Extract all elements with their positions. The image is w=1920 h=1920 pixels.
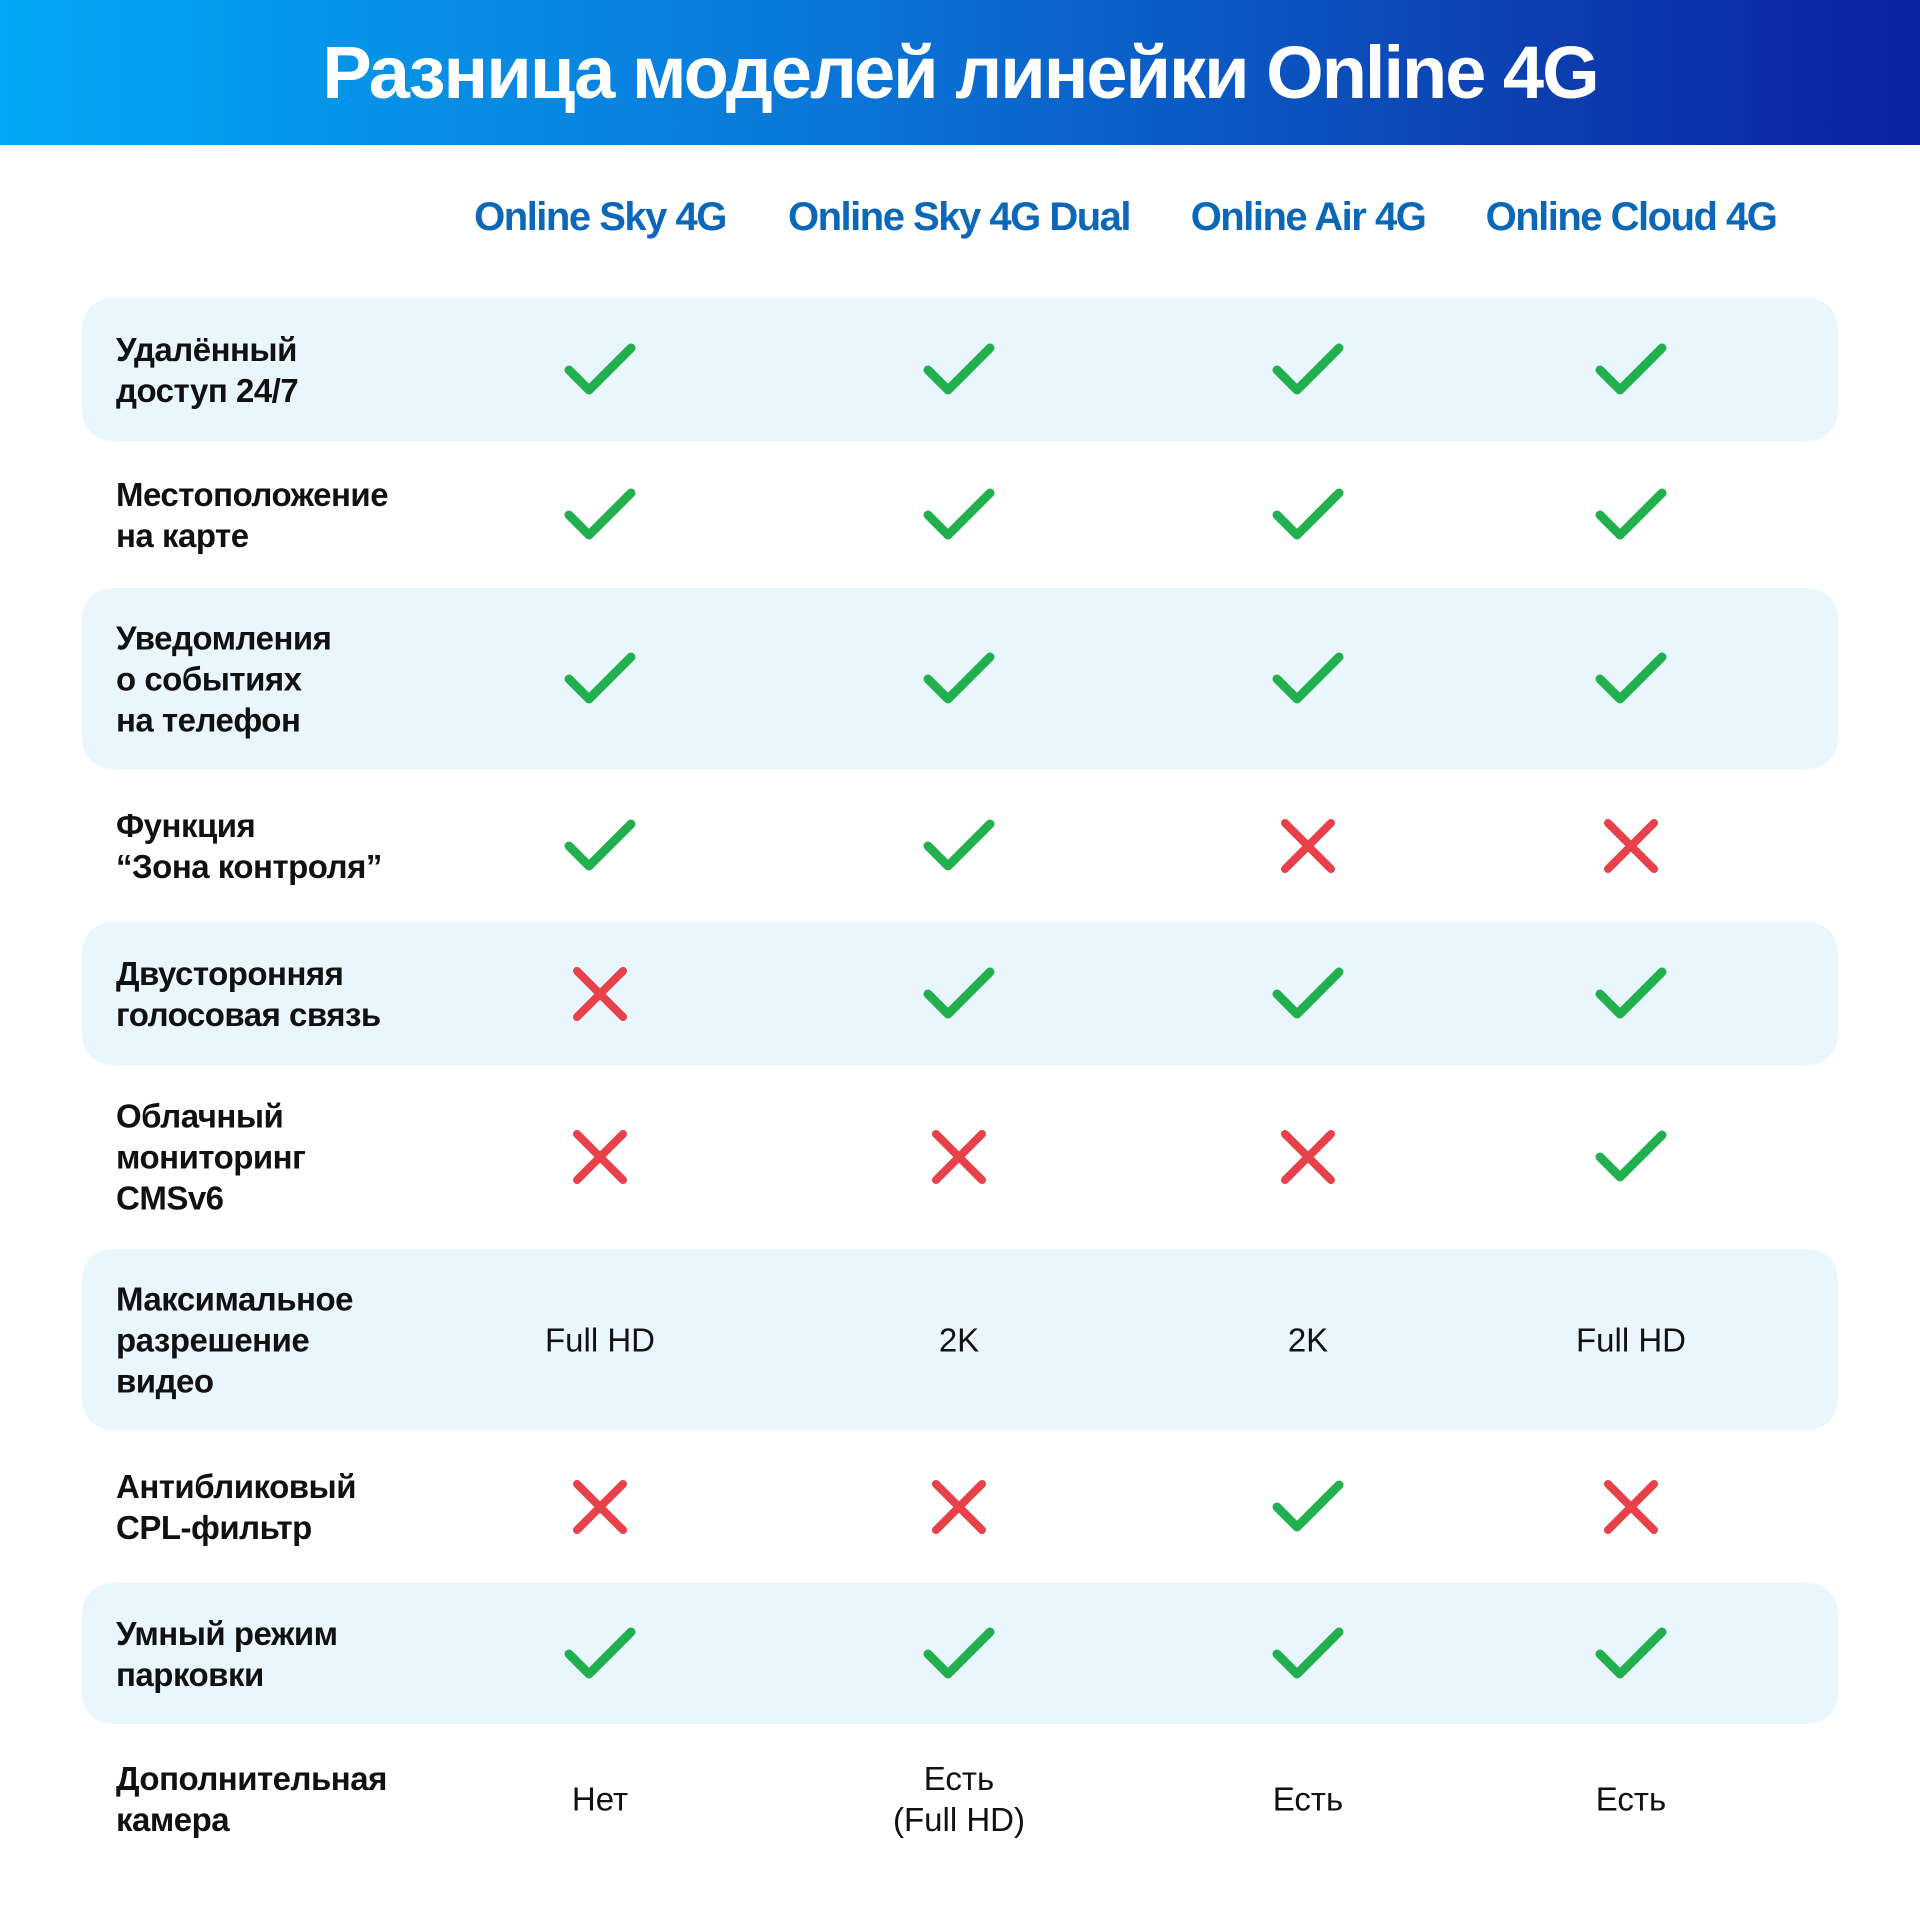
check-icon (1271, 1626, 1345, 1682)
feature-label: Удалённый доступ 24/7 (116, 330, 299, 409)
check-icon (1271, 1479, 1345, 1535)
value-text: Есть (1595, 1780, 1667, 1818)
check-icon (922, 966, 996, 1022)
header-banner: Разница моделей линейки Online 4G (0, 0, 1920, 145)
page-title: Разница моделей линейки Online 4G (322, 31, 1599, 114)
cross-icon (1602, 1478, 1660, 1536)
check-icon (1271, 966, 1345, 1022)
value-text: 2K (1287, 1321, 1329, 1358)
value-text: Есть (1272, 1780, 1344, 1818)
feature-label: Местоположение на карте (116, 475, 389, 554)
cross-icon (1279, 1128, 1337, 1186)
feature-label: Функция “Зона контроля” (116, 806, 382, 885)
model-header: Online Sky 4G Dual (787, 195, 1132, 239)
value-text: Full HD (1575, 1321, 1687, 1358)
check-icon (1594, 487, 1668, 543)
table-row: Двусторонняя голосовая связь (82, 922, 1838, 1065)
table-row: Облачный мониторинг CMSv6 (82, 1065, 1838, 1249)
cross-icon (571, 965, 629, 1023)
cross-icon (571, 1128, 629, 1186)
cross-icon (930, 1128, 988, 1186)
table-row: Умный режим парковки (82, 1583, 1838, 1724)
table-row: Антибликовый CPL-фильтр (82, 1430, 1838, 1583)
value-text: 2K (938, 1321, 980, 1358)
check-icon (563, 1626, 637, 1682)
model-header: Online Cloud 4G (1485, 195, 1778, 239)
table-row: Функция “Зона контроля” (82, 769, 1838, 922)
check-icon (563, 342, 637, 398)
check-icon (563, 818, 637, 874)
feature-label: Максимальное разрешение видео (116, 1280, 354, 1399)
check-icon (1271, 651, 1345, 707)
table-row: Удалённый доступ 24/7 (82, 298, 1838, 441)
table-row: Дополнительная камера Нет Есть (Full HD) Ес… (82, 1724, 1838, 1874)
check-icon (1594, 1129, 1668, 1185)
check-icon (1271, 487, 1345, 543)
value-text: Нет (571, 1780, 629, 1818)
model-header: Online Air 4G (1190, 195, 1427, 239)
check-icon (563, 487, 637, 543)
model-header: Online Sky 4G (474, 195, 727, 239)
feature-label: Уведомления о событиях на телефон (116, 619, 332, 738)
check-icon (1594, 651, 1668, 707)
check-icon (922, 651, 996, 707)
check-icon (922, 818, 996, 874)
check-icon (922, 1626, 996, 1682)
cross-icon (1279, 817, 1337, 875)
check-icon (1594, 1626, 1668, 1682)
value-text: Есть (Full HD) (893, 1760, 1025, 1838)
check-icon (922, 487, 996, 543)
feature-label: Двусторонняя голосовая связь (116, 954, 381, 1033)
table-row: Местоположение на карте (82, 441, 1838, 588)
feature-label: Умный режим парковки (116, 1614, 338, 1693)
check-icon (1594, 342, 1668, 398)
feature-label: Облачный мониторинг CMSv6 (116, 1097, 306, 1217)
check-icon (563, 651, 637, 707)
table-row: Максимальное разрешение видео Full HD 2K 2K… (82, 1249, 1838, 1430)
cross-icon (1602, 817, 1660, 875)
table-row: Уведомления о событиях на телефон (82, 588, 1838, 769)
check-icon (1594, 966, 1668, 1022)
check-icon (922, 342, 996, 398)
feature-label: Дополнительная камера (116, 1760, 387, 1838)
cross-icon (571, 1478, 629, 1536)
value-text: Full HD (544, 1321, 656, 1358)
cross-icon (930, 1478, 988, 1536)
feature-label: Антибликовый CPL-фильтр (116, 1467, 357, 1546)
check-icon (1271, 342, 1345, 398)
model-headers: Online Sky 4G Online Sky 4G Dual Online Ai… (0, 195, 1920, 260)
